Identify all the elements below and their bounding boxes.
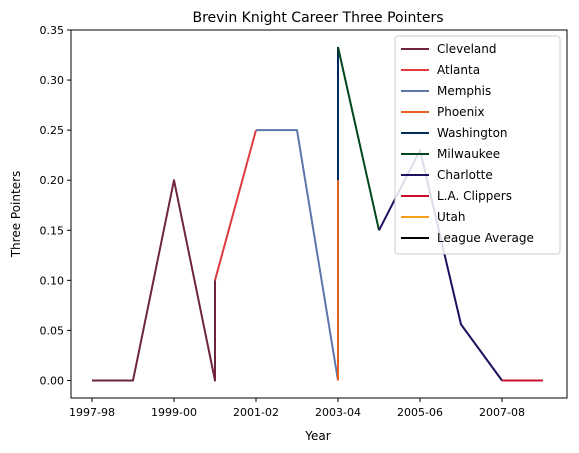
y-tick-label: 0.20 [40,174,65,187]
series-line-memphis [256,129,339,381]
x-tick-label: 1997-98 [69,406,115,419]
y-tick-label: 0.05 [40,324,65,337]
plot-frame [70,29,568,399]
legend-label: Cleveland [437,42,497,56]
legend-label: L.A. Clippers [437,189,512,203]
y-axis: 0.00 0.05 0.10 0.15 0.20 0.25 0.30 0.35 [40,24,71,387]
legend-box [394,35,561,255]
y-tick-label: 0.30 [40,74,65,87]
legend-label: Utah [437,210,465,224]
y-tick-label: 0.00 [40,374,65,387]
legend-label: Phoenix [437,105,485,119]
legend: Cleveland Atlanta Memphis Phoenix Washington… [394,35,561,255]
y-tick-label: 0.35 [40,24,65,37]
y-tick-label: 0.15 [40,224,65,237]
legend-label: Memphis [437,84,491,98]
legend-label: Atlanta [437,63,480,77]
x-tick-label: 2007-08 [479,406,525,419]
legend-label: Washington [437,126,508,140]
y-axis-label: Three Pointers [9,171,23,259]
x-tick-label: 2005-06 [397,406,443,419]
legend-label: Charlotte [437,168,493,182]
x-tick-label: 2001-02 [233,406,279,419]
series-line-atlanta [214,129,257,281]
series-line-milwaukee [337,46,380,231]
series-line-cleveland [92,179,216,382]
x-tick-label: 2003-04 [315,406,361,419]
legend-label: Milwaukee [437,147,500,161]
x-axis: 1997-98 1999-00 2001-02 2003-04 2005-06 2007-… [69,398,525,419]
chart-title: Brevin Knight Career Three Pointers [192,10,443,26]
x-axis-label: Year [304,429,330,443]
y-tick-label: 0.10 [40,274,65,287]
y-tick-label: 0.25 [40,124,65,137]
x-tick-label: 1999-00 [151,406,197,419]
legend-label: League Average [437,231,534,245]
